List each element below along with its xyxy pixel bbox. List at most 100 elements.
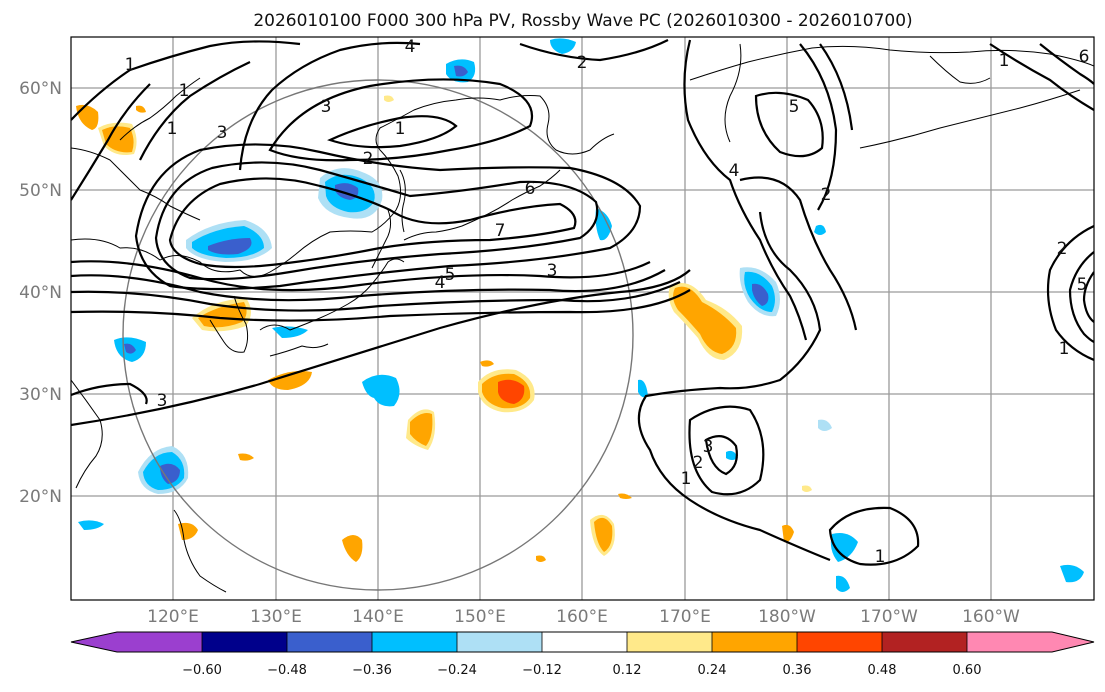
- contour-label: 4: [435, 273, 446, 293]
- contour-label: 3: [157, 391, 168, 411]
- lon-label: 170°W: [860, 607, 918, 627]
- contour-label: 6: [525, 179, 536, 199]
- colorbar-segment: [882, 632, 967, 652]
- pv-contour-line: [1068, 251, 1094, 343]
- neg-anomaly-patch: [638, 379, 648, 398]
- pv-contour-line: [134, 143, 642, 291]
- lat-label: 30°N: [19, 385, 62, 405]
- pos-anomaly-patch: [136, 105, 146, 113]
- contour-label: 2: [693, 453, 704, 473]
- coastline: [269, 343, 329, 357]
- colorbar-tick: 0.48: [868, 663, 897, 678]
- neg-anomaly-patch: [208, 238, 252, 255]
- colorbar-tick: 0.24: [698, 663, 727, 678]
- coastlines: [71, 43, 1094, 593]
- neg-anomaly-patch: [78, 520, 104, 530]
- pv-contour-line: [71, 382, 148, 405]
- coastline: [71, 379, 103, 489]
- contour-label: 3: [217, 123, 228, 143]
- neg-anomaly-patch: [726, 450, 738, 460]
- contour-labels: 1 1 1 1 1 1 1 1 2 2 2 2 2 3 3 3 3 3 4 4: [125, 37, 1090, 567]
- contour-label: 1: [999, 51, 1010, 71]
- colorbar-segment: [202, 632, 287, 652]
- pv-contour-line: [799, 43, 838, 211]
- pv-contour-line: [71, 269, 691, 427]
- pv-contour-line: [1039, 43, 1094, 85]
- pv-contour-line: [71, 269, 666, 302]
- colorbar-outline: [70, 631, 1095, 653]
- pv-contour-line: [989, 43, 1094, 111]
- pv-contour-line: [327, 115, 458, 149]
- pv-contour-line: [683, 39, 808, 341]
- pv-contour-line: [71, 40, 301, 121]
- pos-anomaly-patch: [268, 371, 312, 390]
- pv-contour-line: [71, 83, 151, 201]
- contour-label: 6: [1079, 47, 1090, 67]
- coastline: [399, 169, 406, 233]
- neg-anomaly-patch: [124, 343, 136, 354]
- pv-contour-line: [139, 61, 251, 161]
- contour-label: 1: [167, 119, 178, 139]
- pv-contour-line: [754, 91, 824, 158]
- lon-label: 140°E: [352, 607, 404, 627]
- coastline: [259, 258, 405, 331]
- neg-anomaly-patch: [818, 419, 832, 431]
- figure-title: 2026010100 F000 300 hPa PV, Rossby Wave …: [253, 11, 912, 31]
- colorbar-segment: [797, 632, 882, 652]
- colorbar-tick: −0.36: [352, 663, 392, 678]
- pos-anomaly-patch: [342, 535, 363, 562]
- coastline: [71, 95, 615, 277]
- contour-label: 1: [125, 55, 136, 75]
- coastline: [209, 295, 249, 353]
- pos-anomaly-patch: [102, 126, 134, 153]
- pv-contour-line: [819, 43, 854, 131]
- neg-anomaly-patch: [454, 65, 468, 77]
- neg-anomaly-patch: [595, 208, 612, 241]
- contour-label: 4: [405, 37, 416, 57]
- shaded-anomalies: [76, 38, 1084, 592]
- pos-anomaly-patch: [498, 379, 525, 404]
- contour-label: 1: [179, 81, 190, 101]
- pv-contour-line: [739, 176, 858, 331]
- lat-label: 20°N: [19, 487, 62, 507]
- pv-contour-line: [828, 506, 920, 566]
- pos-anomaly-patch: [536, 555, 546, 562]
- lon-label: 160°E: [556, 607, 608, 627]
- colorbar-segment: [542, 632, 627, 652]
- pos-anomaly-patch: [802, 485, 812, 492]
- contour-label: 5: [789, 97, 800, 117]
- lon-label: 160°W: [962, 607, 1020, 627]
- map-frame: [70, 36, 1095, 601]
- contour-label: 7: [495, 221, 506, 241]
- contour-label: 1: [875, 547, 886, 567]
- neg-anomaly-patch: [814, 224, 826, 235]
- contour-label: 1: [1059, 339, 1070, 359]
- contour-label: 3: [703, 437, 714, 457]
- colorbar-tick: 0.12: [613, 663, 642, 678]
- pv-contour-line: [688, 405, 765, 496]
- colorbar-tick: −0.12: [522, 663, 562, 678]
- neg-anomaly-patch: [830, 533, 858, 562]
- pv-contour-line: [268, 78, 534, 162]
- lon-label: 150°E: [454, 607, 506, 627]
- pv-contour-line: [71, 260, 651, 292]
- colorbar-segment: [712, 632, 797, 652]
- lon-label: 170°E: [659, 607, 711, 627]
- pos-anomaly-patch: [238, 453, 254, 461]
- colorbar-tick: −0.60: [182, 663, 222, 678]
- colorbar-segment: [1052, 632, 1094, 652]
- pos-anomaly-patch: [782, 524, 794, 543]
- pos-anomaly-patch: [410, 413, 433, 446]
- colorbar-tick: 0.36: [783, 663, 812, 678]
- neg-anomaly-patch: [272, 326, 308, 338]
- coastline: [724, 43, 742, 143]
- lat-label: 50°N: [19, 181, 62, 201]
- lat-label: 40°N: [19, 283, 62, 303]
- pv-contour-line: [637, 211, 831, 562]
- colorbar-segment: [372, 632, 457, 652]
- colorbar-tick: −0.24: [437, 663, 477, 678]
- map-area: 1 1 1 1 1 1 1 1 2 2 2 2 2 3 3 3 3 3 4 4: [70, 36, 1095, 601]
- lon-label: 180°W: [758, 607, 816, 627]
- contour-label: 2: [821, 185, 832, 205]
